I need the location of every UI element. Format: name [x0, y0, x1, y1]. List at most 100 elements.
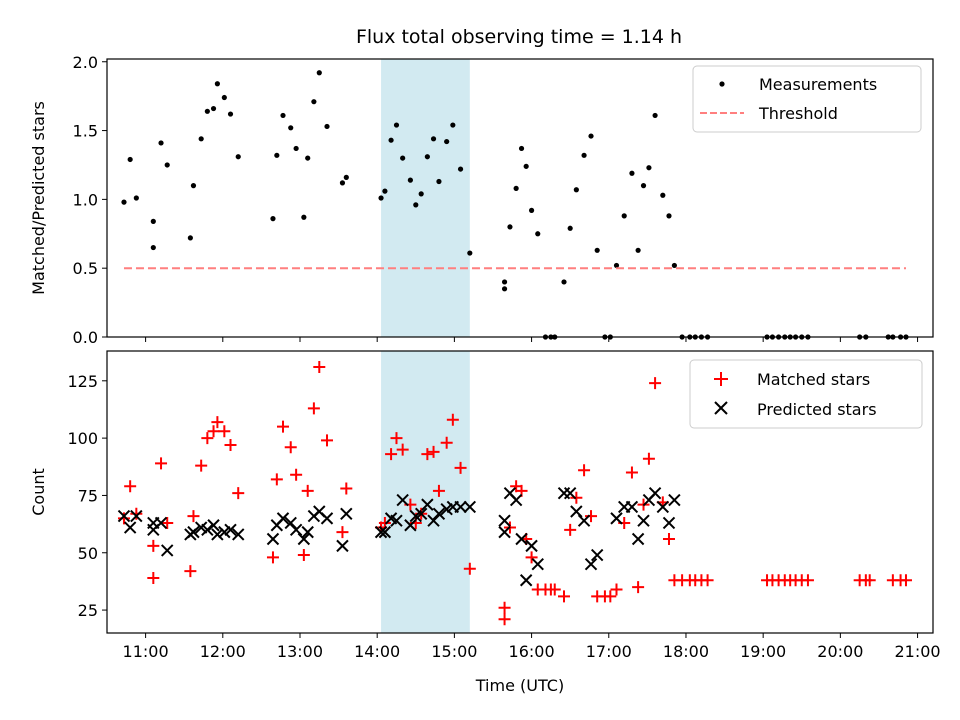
legend-threshold-label: Threshold — [758, 104, 838, 123]
predicted-star-point — [374, 525, 388, 539]
predicted-star-point — [224, 523, 237, 537]
measurement-point — [413, 202, 419, 208]
measurement-point — [424, 154, 430, 160]
measurement-point — [164, 162, 170, 168]
matched-star-point — [558, 590, 571, 603]
measurement-point — [378, 195, 384, 201]
measurement-point — [567, 225, 573, 231]
ratio-y-axis-label: Matched/Predicted stars — [29, 101, 48, 295]
measurement-point — [324, 123, 330, 130]
matched-star-point — [266, 551, 279, 564]
measurement-point — [621, 213, 627, 219]
predicted-star-point — [276, 512, 290, 525]
matched-star-point — [548, 583, 561, 596]
x-tick-label: 21:00 — [895, 642, 941, 661]
predicted-star-point — [432, 507, 446, 520]
x-tick-label: 15:00 — [431, 642, 477, 661]
matched-star-point — [662, 533, 675, 545]
measurement-point — [450, 122, 456, 128]
count-panel: 25 50 75 100 125 11:00 12:00 13:00 14:00 15:00 16:… — [29, 350, 941, 695]
matched-star-point — [432, 484, 445, 497]
predicted-star-point — [187, 525, 200, 539]
matched-star-point — [284, 441, 297, 454]
matched-star-point — [232, 487, 245, 500]
predicted-star-point — [515, 532, 528, 546]
predicted-star-point — [648, 486, 662, 500]
measurement-point — [305, 155, 311, 161]
predicted-star-point — [463, 500, 477, 514]
predicted-star-point — [662, 516, 676, 530]
ratio-series — [121, 70, 909, 340]
matched-star-point — [863, 574, 876, 587]
matched-star-point — [564, 523, 577, 536]
ratio-axes: 0.0 0.5 1.0 1.5 2.0 — [73, 53, 919, 347]
count-legend: Matched stars Predicted stars — [689, 359, 923, 429]
predicted-star-point — [320, 512, 334, 525]
matched-star-point — [201, 432, 214, 445]
y-tick-label: 75 — [78, 486, 98, 505]
predicted-star-point — [378, 525, 392, 539]
matched-star-point — [307, 402, 320, 415]
matched-star-point — [336, 526, 349, 539]
predicted-star-point — [557, 486, 571, 500]
matched-star-point — [625, 466, 638, 479]
matched-star-point — [578, 464, 591, 477]
measurement-point — [127, 156, 133, 163]
x-tick-label: 18:00 — [663, 642, 709, 661]
x-tick-label: 17:00 — [586, 642, 632, 661]
measurement-point — [288, 125, 294, 131]
measurement-point — [293, 145, 299, 152]
predicted-star-point — [498, 525, 511, 539]
legend-measurements-marker — [719, 81, 725, 87]
measurement-point — [666, 213, 672, 219]
measurement-point — [418, 191, 424, 197]
predicted-star-point — [519, 574, 533, 587]
measurement-point — [316, 70, 322, 76]
matched-star-point — [642, 452, 655, 465]
matched-star-point — [277, 420, 290, 433]
measurement-point — [430, 136, 437, 142]
predicted-star-point — [404, 519, 417, 532]
matched-star-point — [427, 445, 440, 458]
predicted-star-point — [414, 507, 428, 520]
matched-star-point — [604, 590, 617, 603]
predicted-star-point — [570, 505, 583, 518]
predicted-star-point — [421, 498, 434, 511]
measurement-point — [501, 286, 508, 292]
matched-star-point — [297, 549, 310, 562]
measurement-point — [457, 166, 464, 172]
predicted-star-point — [130, 509, 143, 523]
predicted-star-point — [584, 558, 598, 571]
measurement-point — [198, 136, 204, 142]
legend-predicted-label: Predicted stars — [757, 400, 877, 419]
measurement-point — [227, 111, 234, 117]
predicted-star-point — [123, 521, 137, 534]
matched-star-point — [147, 571, 160, 584]
matched-star-point — [207, 425, 220, 438]
measurement-point — [646, 165, 652, 171]
measurement-point — [444, 138, 450, 145]
matched-star-point — [421, 448, 434, 461]
ratio-panel: 0.00.51.01.52.0 Matched/Predicted stars … — [29, 53, 934, 347]
ratio-plot-frame — [106, 58, 934, 338]
matched-star-point — [396, 443, 409, 456]
measurement-point — [187, 235, 193, 241]
predicted-star-point — [668, 493, 681, 507]
measurement-point — [588, 133, 594, 139]
matched-star-point — [498, 613, 511, 626]
matched-star-point — [184, 565, 197, 578]
y-tick-label: 0.5 — [73, 259, 98, 278]
predicted-star-point — [297, 532, 311, 546]
matched-star-point — [321, 434, 334, 447]
matched-star-point — [446, 413, 459, 426]
matched-star-point — [390, 432, 403, 445]
ratio-legend-box — [692, 65, 922, 133]
measurement-point — [561, 279, 567, 285]
measurement-point — [518, 145, 525, 152]
measurement-point — [581, 152, 587, 158]
ratio-legend: Measurements Threshold — [692, 65, 922, 133]
predicted-star-point — [454, 500, 467, 514]
predicted-star-point — [161, 544, 174, 557]
matched-star-point — [147, 539, 160, 552]
